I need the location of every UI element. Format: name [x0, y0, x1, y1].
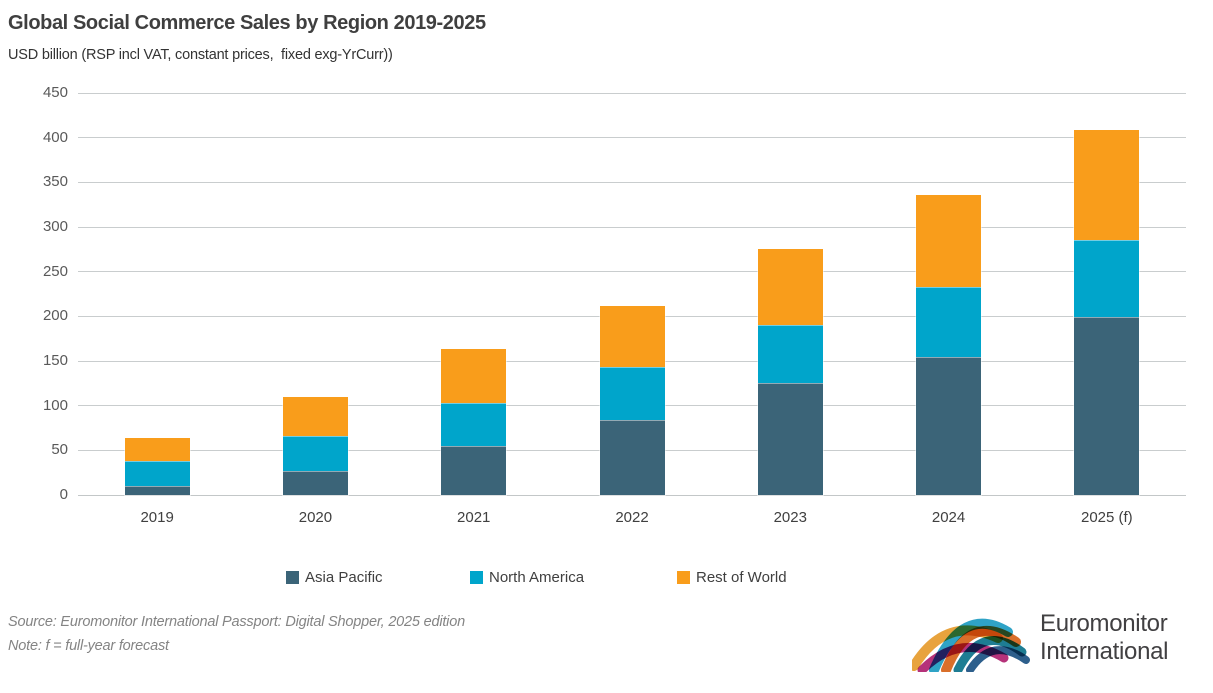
- legend-item-north-america: North America: [470, 569, 584, 586]
- x-tick-label-2022: 2022: [615, 509, 649, 526]
- gridline-300: [78, 226, 1186, 228]
- note-text: Note: f = full-year forecast: [8, 638, 169, 654]
- gridline-350: [78, 181, 1186, 183]
- legend-swatch-north-america: [470, 571, 483, 584]
- x-tick-label-2021: 2021: [457, 509, 491, 526]
- chart-legend: Asia Pacific North America Rest of World: [0, 569, 1213, 591]
- bar-segment-2024-north-america: [916, 286, 982, 358]
- x-tick-label-2020: 2020: [298, 509, 333, 526]
- bar-segment-2020-rest-of-world: [282, 396, 348, 437]
- y-tick-label-200: 200: [42, 307, 68, 325]
- bar-segment-2021-rest-of-world: [441, 349, 507, 403]
- logo-text-line1: Euromonitor: [1040, 610, 1168, 637]
- y-tick-label-50: 50: [51, 441, 68, 459]
- legend-item-asia-pacific: Asia Pacific: [286, 569, 383, 586]
- legend-label-north-america: North America: [489, 569, 585, 586]
- bar-segment-2022-north-america: [599, 367, 665, 420]
- euromonitor-logo-text: Euromonitor International: [1040, 610, 1169, 666]
- bar-segment-2019-asia-pacific: [124, 486, 190, 495]
- bar-segment-2019-north-america: [124, 461, 190, 487]
- legend-item-rest-of-world: Rest of World: [677, 569, 787, 586]
- bar-segment-2024-asia-pacific: [916, 357, 982, 495]
- bar-segment-2023-asia-pacific: [757, 383, 823, 495]
- bar-segment-2022-rest-of-world: [599, 305, 665, 368]
- x-tick-label-2023: 2023: [773, 509, 807, 526]
- x-tick-label-2019: 2019: [140, 509, 174, 526]
- bar-segment-2023-rest-of-world: [757, 249, 823, 326]
- chart-title: Global Social Commerce Sales by Region 2…: [8, 12, 486, 34]
- legend-label-rest-of-world: Rest of World: [696, 569, 787, 586]
- bar-segment-2025-f-north-america: [1074, 239, 1140, 318]
- bar-segment-2024-rest-of-world: [916, 194, 982, 287]
- chart-subtitle: USD billion (RSP incl VAT, constant pric…: [8, 47, 393, 63]
- gridline-450: [78, 92, 1186, 94]
- bar-segment-2020-north-america: [282, 436, 348, 471]
- bar-segment-2025-f-asia-pacific: [1074, 317, 1140, 495]
- x-tick-label-2024: 2024: [931, 509, 966, 526]
- bar-segment-2023-north-america: [757, 325, 823, 384]
- logo-text-line2: International: [1040, 638, 1169, 665]
- bar-segment-2021-asia-pacific: [441, 445, 507, 495]
- gridline-400: [78, 137, 1186, 139]
- y-tick-label-250: 250: [42, 262, 68, 280]
- source-text: Source: Euromonitor International Passpo…: [8, 614, 465, 630]
- bar-segment-2021-north-america: [441, 402, 507, 446]
- bar-segment-2022-asia-pacific: [599, 419, 665, 495]
- legend-swatch-rest-of-world: [677, 571, 690, 584]
- bar-segment-2025-f-rest-of-world: [1074, 129, 1140, 240]
- legend-label-asia-pacific: Asia Pacific: [305, 569, 383, 586]
- y-tick-label-350: 350: [42, 173, 68, 191]
- y-tick-label-0: 0: [59, 486, 68, 503]
- legend-swatch-asia-pacific: [286, 571, 299, 584]
- gridline-250: [78, 271, 1186, 273]
- euromonitor-logo: Euromonitor International: [912, 604, 1204, 676]
- bar-segment-2019-rest-of-world: [124, 437, 190, 462]
- x-axis-line: [78, 494, 1186, 496]
- bar-segment-2020-asia-pacific: [282, 470, 348, 495]
- y-tick-label-450: 450: [42, 84, 68, 101]
- y-tick-label-100: 100: [42, 396, 68, 414]
- y-tick-label-300: 300: [42, 218, 68, 235]
- euromonitor-arcs-icon: [912, 618, 1030, 672]
- y-tick-label-400: 400: [42, 128, 68, 146]
- y-tick-label-150: 150: [42, 352, 68, 369]
- x-tick-label-2025-f: 2025 (f): [1080, 509, 1133, 526]
